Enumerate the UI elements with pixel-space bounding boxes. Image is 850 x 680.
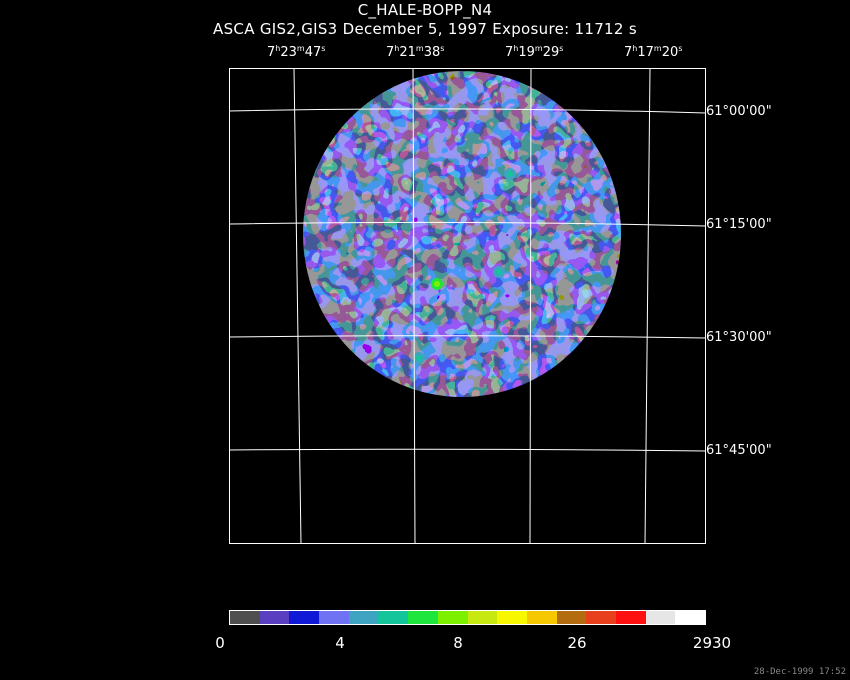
- colorbar-swatch: [497, 611, 527, 624]
- xray-source-core: [507, 171, 513, 177]
- colorbar-swatch: [319, 611, 349, 624]
- ra-label-1: 7h23m47s: [267, 44, 326, 60]
- colorbar-swatch: [586, 611, 616, 624]
- ra-label-4: 7h17m20s: [624, 44, 683, 60]
- colorbar-swatch: [467, 611, 498, 624]
- colorbar-label-2: 4: [335, 634, 345, 652]
- colorbar-label-1: 0: [215, 634, 225, 652]
- ra-label-2: 7h21m38s: [386, 44, 445, 60]
- image-title: C_HALE-BOPP_N4: [357, 1, 493, 19]
- colorbar-swatch: [615, 611, 646, 624]
- colorbar-swatch: [230, 611, 260, 624]
- colorbar-label-4: 26: [567, 634, 587, 652]
- detector-field: [303, 71, 621, 397]
- dec-label-4: 61°45'00": [706, 443, 772, 458]
- colorbar-label-5: 2930: [692, 634, 732, 652]
- xray-source-core: [416, 355, 422, 361]
- colorbar-swatch: [289, 611, 320, 624]
- plot-frame: [229, 68, 706, 544]
- xray-source-core: [434, 281, 440, 287]
- ra-line-4: [644, 68, 651, 544]
- image-subtitle: ASCA GIS2,GIS3 December 5, 1997 Exposure…: [213, 20, 637, 38]
- dec-line-3: [229, 335, 706, 339]
- sky-image: [229, 68, 706, 544]
- colorbar-swatch: [348, 611, 379, 624]
- dec-line-1: [229, 108, 706, 114]
- dec-label-2: 61°15'00": [706, 217, 772, 232]
- dec-label-1: 61°00'00": [706, 104, 772, 119]
- render-timestamp: 28-Dec-1999 17:52: [753, 667, 846, 677]
- dec-label-3: 61°30'00": [706, 330, 772, 345]
- colorbar-swatch: [645, 611, 676, 624]
- colorbar-swatch: [556, 611, 587, 624]
- dec-line-4: [229, 448, 706, 452]
- colorbar-swatch: [526, 611, 557, 624]
- colorbar-swatch: [259, 611, 290, 624]
- ra-label-3: 7h19m29s: [505, 44, 564, 60]
- dec-line-2: [229, 221, 706, 227]
- ra-line-2: [412, 68, 416, 544]
- ra-line-1: [293, 68, 302, 544]
- intensity-colorbar: [229, 610, 706, 625]
- xray-source-core: [496, 269, 502, 275]
- colorbar-swatch: [675, 611, 705, 624]
- colorbar-swatch: [408, 611, 438, 624]
- colorbar-swatch: [378, 611, 409, 624]
- colorbar-label-3: 8: [453, 634, 463, 652]
- coordinate-grid: [229, 68, 706, 544]
- sky-image-panel: [229, 68, 706, 544]
- colorbar-swatch: [437, 611, 468, 624]
- ra-line-3: [529, 68, 532, 544]
